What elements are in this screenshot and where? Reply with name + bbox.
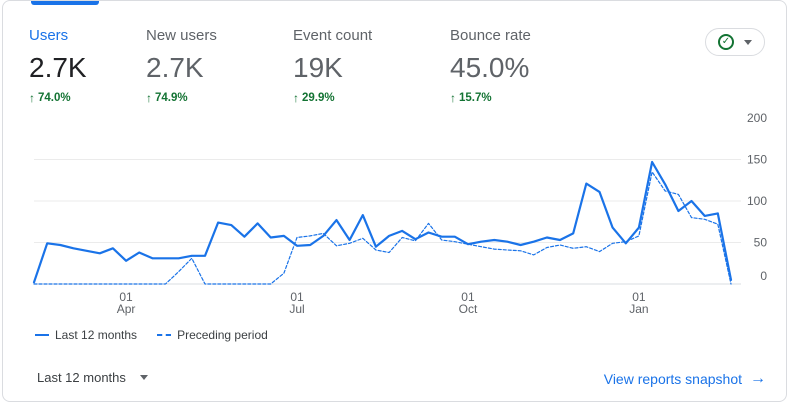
legend-item-current: Last 12 months <box>35 328 137 342</box>
view-reports-snapshot-link[interactable]: View reports snapshot → <box>604 370 766 388</box>
x-tick-month-label: Jul <box>289 302 304 316</box>
metric-value: 2.7K <box>29 52 87 83</box>
arrow-right-icon: → <box>750 370 766 387</box>
metric-bounce-rate[interactable]: Bounce rate 45.0% ↑ 15.7% <box>450 27 531 105</box>
metric-users[interactable]: Users 2.7K ↑ 74.0% <box>29 27 87 105</box>
arrow-up-icon: ↑ <box>450 91 456 105</box>
date-range-dropdown[interactable]: Last 12 months <box>37 370 148 385</box>
legend-label: Preceding period <box>177 328 268 342</box>
x-tick-month-label: Jan <box>629 302 648 316</box>
metric-label: Users <box>29 27 69 44</box>
metric-delta: ↑ 15.7% <box>450 91 492 105</box>
arrow-up-icon: ↑ <box>146 91 152 105</box>
x-tick-month-label: Oct <box>459 302 478 316</box>
metric-value: 45.0% <box>450 52 530 83</box>
legend-label: Last 12 months <box>55 328 138 342</box>
y-tick-label: 100 <box>747 194 767 208</box>
solid-line-swatch <box>35 334 49 336</box>
x-tick-day-label: 01 <box>632 290 646 304</box>
link-label: View reports snapshot <box>603 371 742 387</box>
check-circle-icon: ✓ <box>718 34 734 50</box>
x-tick-day-label: 01 <box>461 290 475 304</box>
metric-delta: ↑ 29.9% <box>293 91 335 105</box>
metric-delta: ↑ 74.9% <box>146 91 188 105</box>
chart-legend: Last 12 months Preceding period <box>35 328 268 342</box>
metric-label: Bounce rate <box>450 27 531 44</box>
active-tab-indicator <box>31 1 99 5</box>
x-tick-day-label: 01 <box>119 290 133 304</box>
last-12-months-series-line <box>32 160 733 284</box>
x-tick-month-label: Apr <box>117 302 136 316</box>
metric-event-count[interactable]: Event count 19K ↑ 29.9% <box>293 27 372 105</box>
x-tick-day-label: 01 <box>290 290 304 304</box>
legend-item-previous: Preceding period <box>157 328 268 342</box>
y-tick-label: 0 <box>760 269 767 283</box>
preceding-period-series-line <box>33 171 732 285</box>
metric-value: 19K <box>293 52 343 83</box>
metric-delta: ↑ 74.0% <box>29 91 71 105</box>
y-tick-label: 50 <box>754 236 768 250</box>
status-menu-button[interactable]: ✓ <box>705 28 765 56</box>
y-tick-label: 200 <box>747 111 767 125</box>
caret-down-icon <box>139 375 148 380</box>
date-range-label: Last 12 months <box>37 370 126 385</box>
arrow-up-icon: ↑ <box>293 91 299 105</box>
dashed-line-swatch <box>157 334 172 336</box>
metric-new-users[interactable]: New users 2.7K ↑ 74.9% <box>146 27 217 105</box>
metric-label: New users <box>146 27 217 44</box>
metric-label: Event count <box>293 27 373 44</box>
caret-down-icon <box>744 39 752 45</box>
y-tick-label: 150 <box>747 153 767 167</box>
arrow-up-icon: ↑ <box>29 91 35 105</box>
metric-value: 2.7K <box>146 52 204 83</box>
